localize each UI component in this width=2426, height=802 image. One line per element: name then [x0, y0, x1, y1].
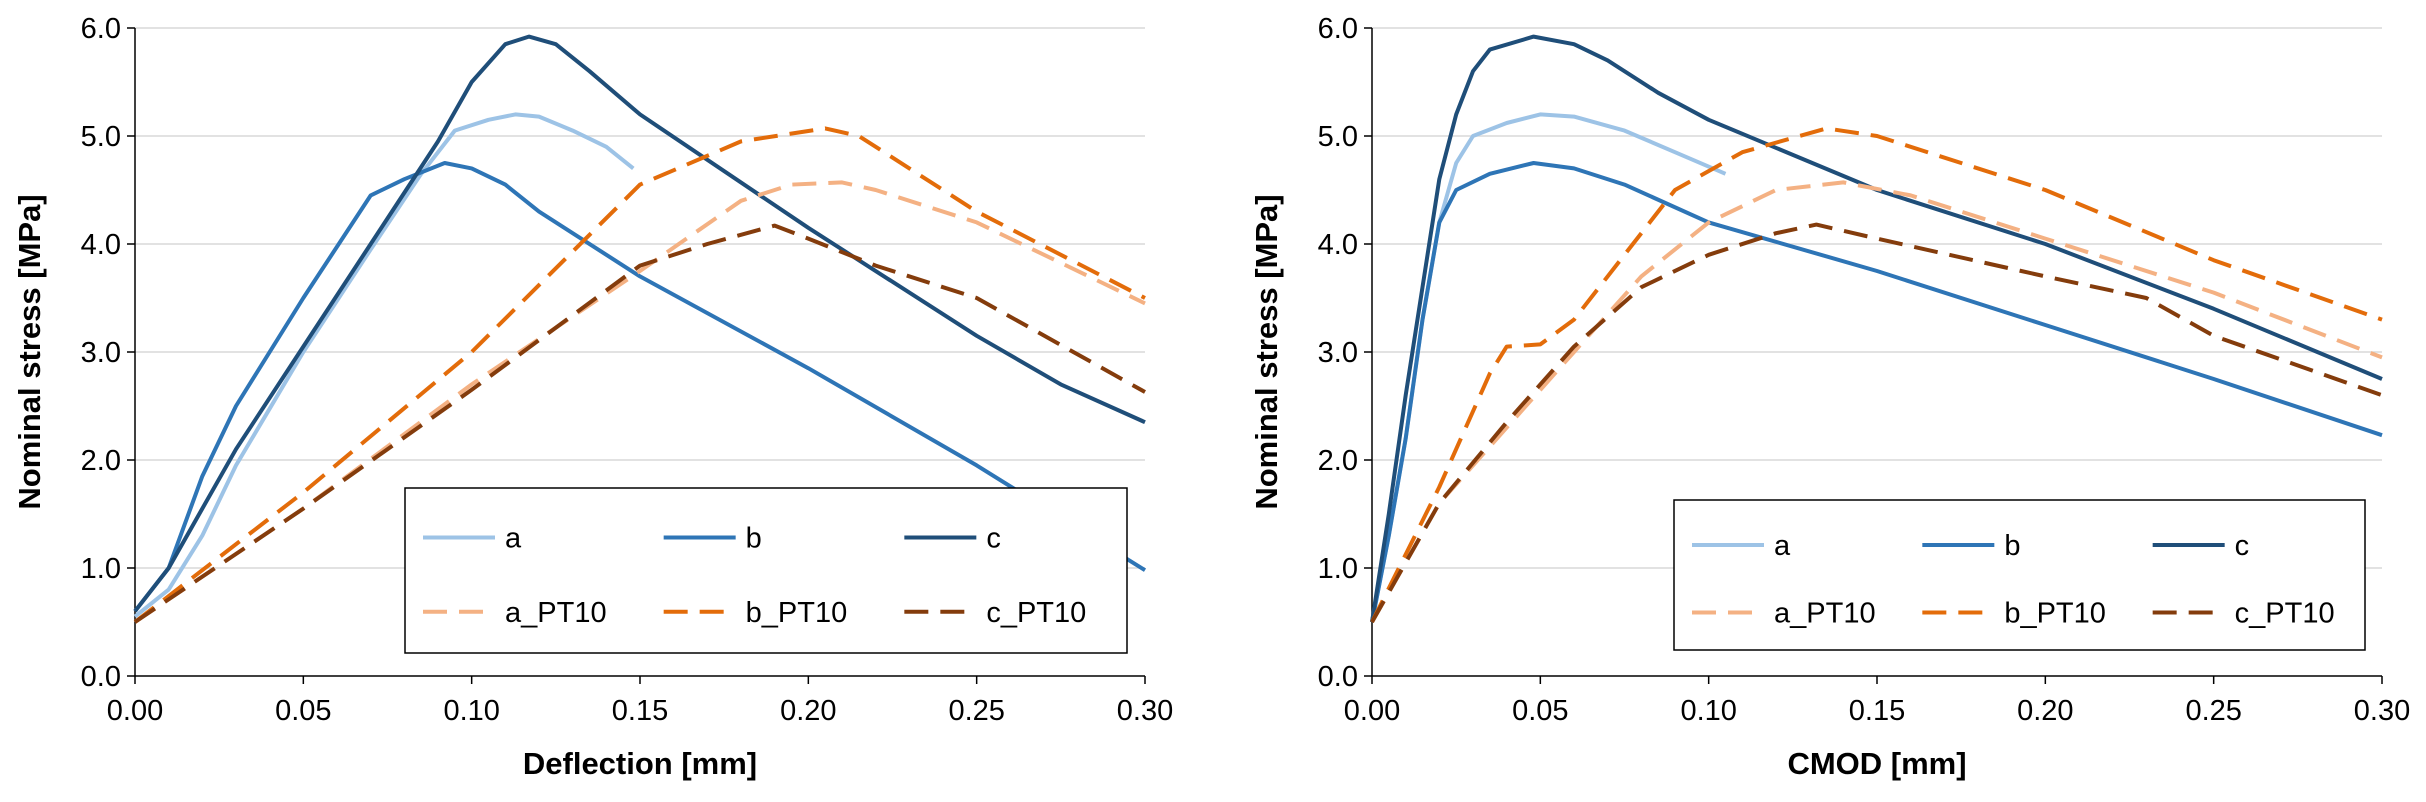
y-tick-label: 4.0 — [1318, 229, 1358, 261]
legend-label-c: c — [2235, 530, 2250, 562]
x-tick-label: 0.25 — [948, 695, 1004, 727]
y-tick-label: 1.0 — [81, 553, 121, 585]
y-tick-label: 1.0 — [1318, 553, 1358, 585]
legend-label-a: a — [1774, 530, 1791, 562]
y-axis-title: Nominal stress [MPa] — [12, 194, 47, 509]
y-tick-label: 0.0 — [81, 661, 121, 693]
series-line-c — [133, 34, 1146, 613]
chart-2: 0.0 1.0 2.0 3.0 4.0 5.0 6.0 0.00 0.05 0.10 0.15 0.2… — [1249, 13, 2410, 781]
y-tick-label: 5.0 — [81, 121, 121, 153]
x-tick-label: 0.25 — [2185, 695, 2241, 727]
legend: a b c a_PT10 b_PT10 c_PT10 — [404, 487, 1128, 654]
legend-label-a: a — [505, 523, 522, 555]
series-line-c_PT10 — [1370, 222, 2383, 623]
legend-label-b_PT10: b_PT10 — [2004, 598, 2106, 630]
legend-label-a_PT10: a_PT10 — [1774, 598, 1876, 630]
legend-box — [404, 487, 1128, 654]
legend-label-b_PT10: b_PT10 — [746, 597, 848, 629]
y-tick-label: 2.0 — [81, 445, 121, 477]
y-tick-label: 2.0 — [1318, 445, 1358, 477]
x-tick-label: 0.20 — [2017, 695, 2073, 727]
series-line-a_PT10 — [133, 180, 1146, 624]
legend-label-b: b — [746, 523, 762, 555]
series-line-b — [1370, 161, 2383, 623]
series-line-b — [133, 161, 1147, 613]
x-tick-label: 0.00 — [107, 695, 163, 727]
legend-label-a_PT10: a_PT10 — [505, 597, 607, 629]
legend-label-c_PT10: c_PT10 — [2235, 598, 2335, 630]
y-axis-title: Nominal stress [MPa] — [1249, 194, 1284, 509]
y-tick-label: 6.0 — [81, 13, 121, 45]
legend-label-b: b — [2004, 530, 2020, 562]
x-tick-label: 0.05 — [1512, 695, 1568, 727]
series-line-c_PT10 — [133, 223, 1146, 624]
y-tick-label: 0.0 — [1318, 661, 1358, 693]
x-axis-title: CMOD [mm] — [1787, 746, 1966, 781]
legend-label-c_PT10: c_PT10 — [986, 597, 1086, 629]
series-line-b_PT10 — [1370, 126, 2383, 623]
y-tick-label: 4.0 — [81, 229, 121, 261]
x-tick-label: 0.10 — [443, 695, 499, 727]
x-tick-label: 0.00 — [1344, 695, 1400, 727]
legend-box — [1673, 499, 2366, 651]
x-tick-label: 0.15 — [612, 695, 668, 727]
x-tick-label: 0.10 — [1680, 695, 1736, 727]
series-line-a — [133, 112, 635, 619]
y-tick-label: 5.0 — [1318, 121, 1358, 153]
y-tick-label: 3.0 — [81, 337, 121, 369]
series-line-c — [1370, 34, 2383, 623]
legend-label-c: c — [986, 523, 1001, 555]
legend: a b c a_PT10 b_PT10 c_PT10 — [1673, 499, 2366, 651]
x-tick-label: 0.20 — [780, 695, 836, 727]
y-tick-label: 3.0 — [1318, 337, 1358, 369]
chart-1: 0.0 1.0 2.0 3.0 4.0 5.0 6.0 0.00 0.05 0.10 0.15 0.2… — [12, 13, 1173, 781]
series-line-a_PT10 — [1370, 180, 2383, 623]
y-tick-label: 6.0 — [1318, 13, 1358, 45]
x-tick-label: 0.30 — [2354, 695, 2410, 727]
x-tick-label: 0.05 — [275, 695, 331, 727]
x-tick-label: 0.30 — [1117, 695, 1173, 727]
x-tick-label: 0.15 — [1849, 695, 1905, 727]
x-axis-title: Deflection [mm] — [523, 746, 757, 781]
series-line-b_PT10 — [133, 126, 1146, 624]
